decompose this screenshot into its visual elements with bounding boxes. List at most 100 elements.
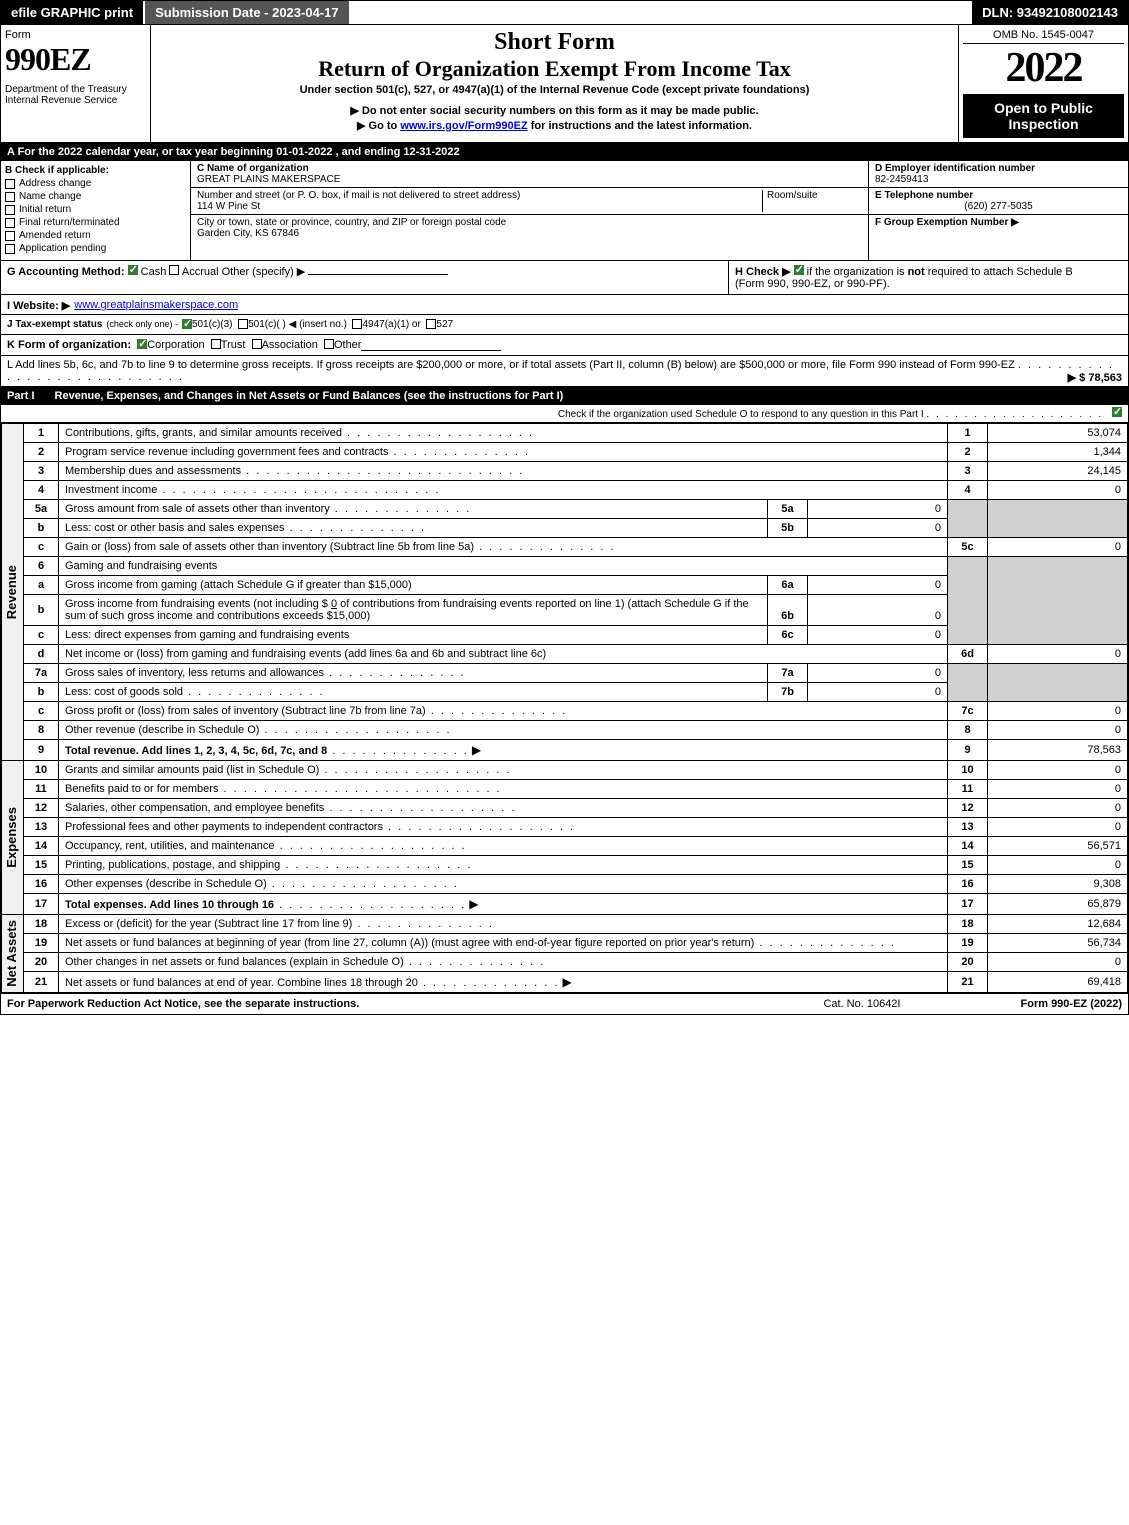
row-gh: G Accounting Method: Cash Accrual Other … <box>1 261 1128 295</box>
line-6d-rn: 6d <box>948 645 988 664</box>
line-5b-sn: 5b <box>768 519 808 538</box>
part-1-title: Revenue, Expenses, and Changes in Net As… <box>55 390 564 402</box>
checkbox-527[interactable] <box>426 319 436 329</box>
return-title: Return of Organization Exempt From Incom… <box>159 56 950 82</box>
line-6c-num: c <box>24 626 59 645</box>
submission-date-button[interactable]: Submission Date - 2023-04-17 <box>145 1 349 24</box>
revenue-section-label: Revenue <box>2 561 21 623</box>
checkbox-501c3[interactable] <box>182 319 192 329</box>
checkbox-4947[interactable] <box>352 319 362 329</box>
part-1-table: Revenue 1 Contributions, gifts, grants, … <box>1 423 1128 993</box>
line-21-val: 69,418 <box>988 972 1128 993</box>
line-7c-val: 0 <box>988 702 1128 721</box>
checkbox-address-change[interactable] <box>5 179 15 189</box>
line-6-desc: Gaming and fundraising events <box>65 560 217 572</box>
irs-link[interactable]: www.irs.gov/Form990EZ <box>400 120 527 132</box>
line-8-rn: 8 <box>948 721 988 740</box>
line-3-val: 24,145 <box>988 462 1128 481</box>
line-15-val: 0 <box>988 856 1128 875</box>
checkbox-501c[interactable] <box>238 319 248 329</box>
part-1-header: Part I Revenue, Expenses, and Changes in… <box>1 387 1128 405</box>
line-15-rn: 15 <box>948 856 988 875</box>
line-2-num: 2 <box>24 443 59 462</box>
section-c-name-label: C Name of organization <box>197 163 309 174</box>
efile-print-button[interactable]: efile GRAPHIC print <box>1 1 145 24</box>
line-20-num: 20 <box>24 953 59 972</box>
ssn-warning: ▶ Do not enter social security numbers o… <box>159 104 950 117</box>
line-1-num: 1 <box>24 424 59 443</box>
line-5b-desc: Less: cost or other basis and sales expe… <box>65 522 285 534</box>
street-value: 114 W Pine St <box>197 201 260 212</box>
line-7b-sv: 0 <box>808 683 948 702</box>
line-5a-sv: 0 <box>808 500 948 519</box>
line-12-rn: 12 <box>948 799 988 818</box>
label-amended-return: Amended return <box>19 230 91 241</box>
line-20-rn: 20 <box>948 953 988 972</box>
line-19-num: 19 <box>24 934 59 953</box>
checkbox-other-org[interactable] <box>324 339 334 349</box>
room-suite-label: Room/suite <box>762 190 862 212</box>
line-18-desc: Excess or (deficit) for the year (Subtra… <box>65 918 352 930</box>
row-l: L Add lines 5b, 6c, and 7b to line 9 to … <box>1 356 1128 387</box>
line-11-num: 11 <box>24 780 59 799</box>
form-number: 990EZ <box>5 41 146 78</box>
checkbox-name-change[interactable] <box>5 192 15 202</box>
tax-year: 2022 <box>963 44 1124 92</box>
checkbox-application-pending[interactable] <box>5 244 15 254</box>
group-exemption-label: F Group Exemption Number ▶ <box>875 217 1019 228</box>
city-label: City or town, state or province, country… <box>197 217 506 228</box>
label-other-org: Other <box>334 339 362 351</box>
website-link[interactable]: www.greatplainsmakerspace.com <box>74 299 238 312</box>
line-12-desc: Salaries, other compensation, and employ… <box>65 802 324 814</box>
line-2-desc: Program service revenue including govern… <box>65 446 388 458</box>
line-1-val: 53,074 <box>988 424 1128 443</box>
label-cash: Cash <box>141 266 167 278</box>
line-7b-desc: Less: cost of goods sold <box>65 686 183 698</box>
line-17-val: 65,879 <box>988 894 1128 915</box>
checkbox-cash[interactable] <box>128 265 138 275</box>
checkbox-schedule-o[interactable] <box>1112 407 1122 417</box>
goto-line: ▶ Go to www.irs.gov/Form990EZ for instru… <box>159 119 950 132</box>
line-4-rn: 4 <box>948 481 988 500</box>
line-4-num: 4 <box>24 481 59 500</box>
open-public-badge: Open to Public Inspection <box>963 94 1124 138</box>
checkbox-amended-return[interactable] <box>5 231 15 241</box>
under-section-text: Under section 501(c), 527, or 4947(a)(1)… <box>159 84 950 96</box>
checkbox-trust[interactable] <box>211 339 221 349</box>
row-h-text2: required to attach Schedule B <box>925 266 1073 278</box>
line-17-desc: Total expenses. Add lines 10 through 16 <box>65 899 274 911</box>
short-form-title: Short Form <box>159 29 950 56</box>
checkbox-corporation[interactable] <box>137 339 147 349</box>
line-17-rn: 17 <box>948 894 988 915</box>
page-footer: For Paperwork Reduction Act Notice, see … <box>1 993 1128 1014</box>
row-h-not: not <box>908 266 925 278</box>
row-h-text3: (Form 990, 990-EZ, or 990-PF). <box>735 278 890 290</box>
line-21-num: 21 <box>24 972 59 993</box>
line-7a-num: 7a <box>24 664 59 683</box>
line-5a-desc: Gross amount from sale of assets other t… <box>65 503 330 515</box>
line-21-rn: 21 <box>948 972 988 993</box>
line-16-desc: Other expenses (describe in Schedule O) <box>65 878 267 890</box>
line-10-num: 10 <box>24 761 59 780</box>
line-19-desc: Net assets or fund balances at beginning… <box>65 937 754 949</box>
line-3-num: 3 <box>24 462 59 481</box>
line-11-rn: 11 <box>948 780 988 799</box>
checkbox-association[interactable] <box>252 339 262 349</box>
footer-center: Cat. No. 10642I <box>823 998 900 1010</box>
irs-label: Internal Revenue Service <box>5 95 146 106</box>
line-6b-sn: 6b <box>768 595 808 626</box>
line-7c-num: c <box>24 702 59 721</box>
checkbox-accrual[interactable] <box>169 265 179 275</box>
label-final-return: Final return/terminated <box>19 217 120 228</box>
checkbox-final-return[interactable] <box>5 218 15 228</box>
line-11-val: 0 <box>988 780 1128 799</box>
line-2-val: 1,344 <box>988 443 1128 462</box>
checkbox-initial-return[interactable] <box>5 205 15 215</box>
line-14-desc: Occupancy, rent, utilities, and maintena… <box>65 840 275 852</box>
label-application-pending: Application pending <box>19 243 106 254</box>
line-7a-sv: 0 <box>808 664 948 683</box>
line-9-rn: 9 <box>948 740 988 761</box>
checkbox-schedule-b[interactable] <box>794 265 804 275</box>
line-13-rn: 13 <box>948 818 988 837</box>
line-6a-sv: 0 <box>808 576 948 595</box>
